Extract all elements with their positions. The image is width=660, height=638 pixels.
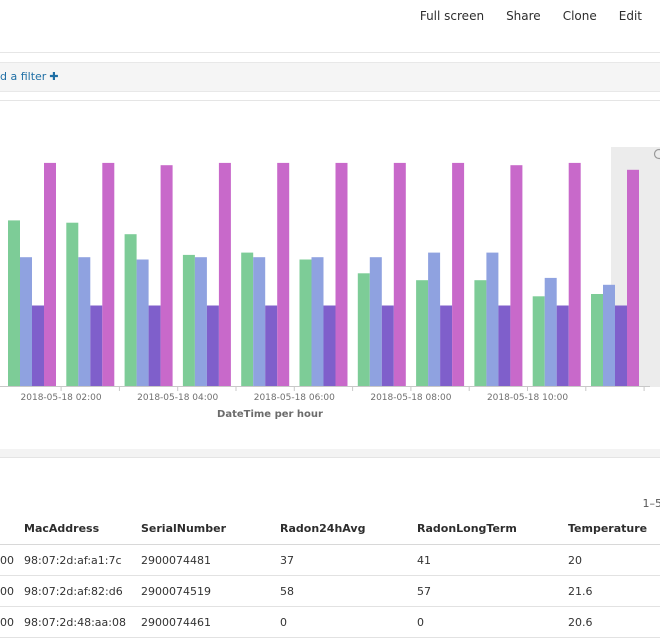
data-table: MacAddress SerialNumber Radon24hAvg Rado…	[0, 512, 660, 638]
cell-temperature: 20.6	[568, 607, 660, 638]
bar-s4-g10[interactable]	[569, 163, 581, 386]
cell-time: 00	[0, 607, 24, 638]
bar-s4-g4[interactable]	[219, 163, 231, 386]
cell-macaddress: 98:07:2d:48:aa:08	[24, 607, 141, 638]
bar-s3-g7[interactable]	[382, 306, 394, 387]
bar-s2-g5[interactable]	[253, 257, 265, 386]
bar-s3-g6[interactable]	[324, 306, 336, 387]
bar-s4-g2[interactable]	[102, 163, 114, 386]
bar-s2-g9[interactable]	[486, 253, 498, 386]
bar-s3-g11[interactable]	[615, 306, 627, 387]
chart-bars	[8, 163, 639, 386]
bar-s3-g4[interactable]	[207, 306, 219, 387]
bar-s3-g1[interactable]	[32, 306, 44, 387]
bar-s2-g10[interactable]	[545, 278, 557, 386]
cell-radonlongterm: 57	[417, 576, 568, 607]
bar-s1-g3[interactable]	[125, 234, 137, 386]
bar-s2-g3[interactable]	[137, 260, 149, 387]
x-tick-label: 2018-05-18 08:00	[370, 393, 451, 403]
bar-s4-g1[interactable]	[44, 163, 56, 386]
x-tick-label: 2018-05-18 10:00	[487, 393, 568, 403]
bar-s1-g11[interactable]	[591, 294, 603, 386]
table-header-row: MacAddress SerialNumber Radon24hAvg Rado…	[0, 512, 660, 545]
bar-s2-g1[interactable]	[20, 257, 32, 386]
column-header-radon24havg[interactable]: Radon24hAvg	[280, 512, 417, 545]
bar-s1-g4[interactable]	[183, 255, 195, 386]
cell-radonlongterm: 41	[417, 545, 568, 576]
cell-time: 00	[0, 545, 24, 576]
bar-s4-g3[interactable]	[161, 165, 173, 386]
bar-s3-g3[interactable]	[149, 306, 161, 387]
top-menu: Full screen Share Clone Edit	[398, 9, 642, 23]
x-axis-title: DateTime per hour	[217, 409, 323, 420]
bar-s4-g9[interactable]	[510, 165, 522, 386]
bar-s4-g5[interactable]	[277, 163, 289, 386]
bar-s4-g6[interactable]	[336, 163, 348, 386]
cell-time: 00	[0, 576, 24, 607]
cell-macaddress: 98:07:2d:af:82:d6	[24, 576, 141, 607]
cell-serialnumber: 2900074461	[141, 607, 280, 638]
bar-s3-g8[interactable]	[440, 306, 452, 387]
bar-s1-g5[interactable]	[241, 253, 253, 386]
column-header-time[interactable]	[0, 512, 24, 545]
bar-s1-g7[interactable]	[358, 273, 370, 386]
bar-s1-g1[interactable]	[8, 220, 20, 386]
cell-radon24havg: 58	[280, 576, 417, 607]
add-filter-label: d a filter	[0, 70, 46, 83]
bar-s1-g8[interactable]	[416, 280, 428, 386]
bar-s2-g6[interactable]	[312, 257, 324, 386]
x-tick-label: 2018-05-18 04:00	[137, 393, 218, 403]
visualization-panel: 2018-05-18 02:00 2018-05-18 04:00 2018-05-…	[0, 100, 660, 450]
bar-s2-g11[interactable]	[603, 285, 615, 386]
table-row[interactable]: 00 98:07:2d:48:aa:08 2900074461 0 0 20.6	[0, 607, 660, 638]
column-header-temperature[interactable]: Temperature	[568, 512, 660, 545]
top-navigation-bar: Full screen Share Clone Edit	[0, 0, 660, 35]
cell-macaddress: 98:07:2d:af:a1:7c	[24, 545, 141, 576]
bar-s3-g5[interactable]	[265, 306, 277, 387]
bar-s4-g11[interactable]	[627, 170, 639, 386]
bar-chart: 2018-05-18 02:00 2018-05-18 04:00 2018-05-…	[0, 101, 660, 449]
panel-divider	[0, 449, 660, 458]
x-tick-label: 2018-05-18 02:00	[21, 393, 102, 403]
bar-s1-g9[interactable]	[474, 280, 486, 386]
cell-temperature: 20	[568, 545, 660, 576]
bar-s2-g4[interactable]	[195, 257, 207, 386]
edit-link[interactable]: Edit	[619, 9, 642, 23]
full-screen-link[interactable]: Full screen	[420, 9, 484, 23]
bar-s1-g2[interactable]	[66, 223, 78, 386]
bar-s4-g7[interactable]	[394, 163, 406, 386]
bar-s1-g6[interactable]	[300, 260, 312, 387]
plus-icon: ✚	[49, 70, 58, 83]
filter-bar: d a filter✚	[0, 62, 660, 92]
add-filter-link[interactable]: d a filter✚	[0, 70, 59, 83]
table-pager[interactable]: 1–5	[643, 497, 660, 510]
table-row[interactable]: 00 98:07:2d:af:a1:7c 2900074481 37 41 20	[0, 545, 660, 576]
bar-s4-g8[interactable]	[452, 163, 464, 386]
x-tick-label: 2018-05-18 06:00	[254, 393, 335, 403]
bar-s2-g2[interactable]	[78, 257, 90, 386]
cell-serialnumber: 2900074481	[141, 545, 280, 576]
x-axis-ticks: 2018-05-18 02:00 2018-05-18 04:00 2018-05-…	[21, 386, 645, 403]
column-header-radonlongterm[interactable]: RadonLongTerm	[417, 512, 568, 545]
share-link[interactable]: Share	[506, 9, 541, 23]
bar-s3-g2[interactable]	[90, 306, 102, 387]
bar-s1-g10[interactable]	[533, 296, 545, 386]
cell-radon24havg: 0	[280, 607, 417, 638]
cell-temperature: 21.6	[568, 576, 660, 607]
bar-s2-g8[interactable]	[428, 253, 440, 386]
clone-link[interactable]: Clone	[563, 9, 597, 23]
cell-radon24havg: 37	[280, 545, 417, 576]
bar-s3-g10[interactable]	[557, 306, 569, 387]
column-header-serialnumber[interactable]: SerialNumber	[141, 512, 280, 545]
table-row[interactable]: 00 98:07:2d:af:82:d6 2900074519 58 57 21…	[0, 576, 660, 607]
bar-s3-g9[interactable]	[498, 306, 510, 387]
query-bar[interactable]	[0, 34, 660, 53]
column-header-macaddress[interactable]: MacAddress	[24, 512, 141, 545]
bar-s2-g7[interactable]	[370, 257, 382, 386]
cell-serialnumber: 2900074519	[141, 576, 280, 607]
cell-radonlongterm: 0	[417, 607, 568, 638]
